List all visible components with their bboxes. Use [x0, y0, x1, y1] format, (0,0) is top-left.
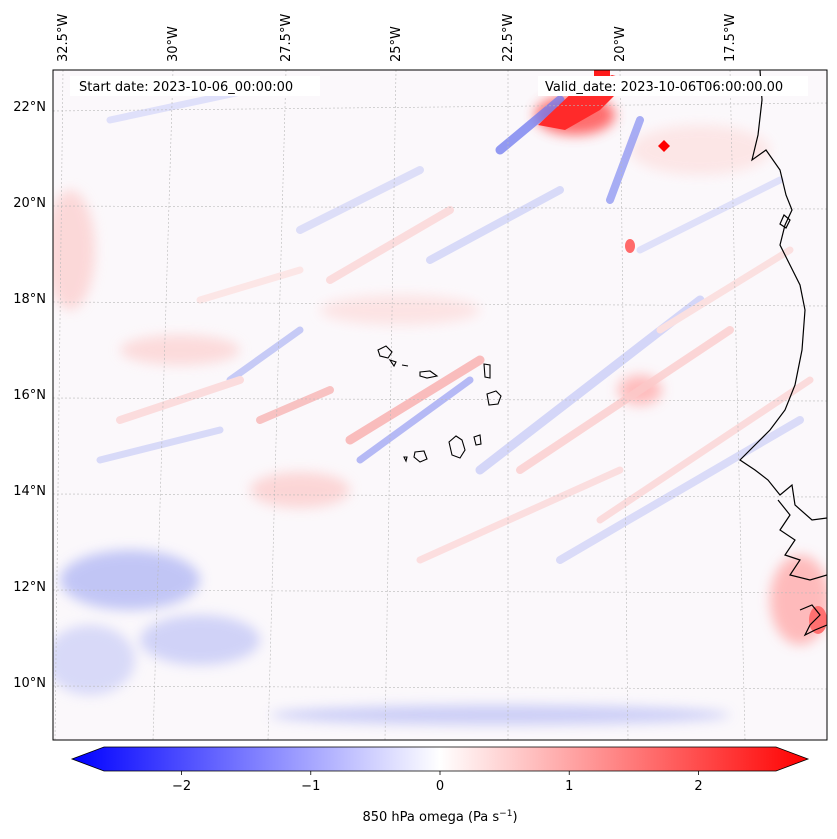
- colorbar-label: 850 hPa omega (Pa s−1): [362, 809, 517, 825]
- lon-label-17.5w: 17.5°W: [723, 14, 738, 62]
- map-frame: [52, 69, 828, 741]
- start-date-text: Start date: 2023-10-06_00:00:00: [79, 80, 293, 95]
- lon-label-32.5w: 32.5°W: [56, 14, 71, 62]
- valid-date-box: [538, 76, 808, 96]
- colorbar-tick-label: 2: [694, 779, 702, 794]
- lat-label-14n: 14°N: [13, 484, 46, 499]
- lat-label-20n: 20°N: [13, 196, 46, 211]
- lon-label-30w: 30°W: [166, 26, 181, 62]
- map-panel: Start date: 2023-10-06_00:00:00 Valid_da…: [52, 69, 828, 741]
- gridlines: [53, 70, 827, 740]
- colorbar-tick-label: −1: [301, 779, 320, 794]
- lon-label-22.5w: 22.5°W: [501, 14, 516, 62]
- lat-label-22n: 22°N: [13, 100, 46, 115]
- lat-label-18n: 18°N: [13, 292, 46, 307]
- colorbar-tick-label: 0: [436, 779, 444, 794]
- lat-label-10n: 10°N: [13, 676, 46, 691]
- colorbar-tick-label: 1: [565, 779, 573, 794]
- longitude-labels: 32.5°W 30°W 27.5°W 25°W 22.5°W 20°W 17.5…: [56, 14, 738, 62]
- cape-verde-islands: [377, 345, 502, 463]
- lat-label-12n: 12°N: [13, 580, 46, 595]
- coastline: [739, 70, 827, 637]
- colorbar-tick-label: −2: [172, 779, 191, 794]
- start-date-box: [70, 76, 320, 96]
- colorbar: −2 −1 0 1 2 850 hPa omega (Pa s−1): [70, 746, 810, 825]
- lon-label-27.5w: 27.5°W: [279, 14, 294, 62]
- valid-date-text: Valid_date: 2023-10-06T06:00:00.00: [545, 80, 783, 95]
- lon-label-20w: 20°W: [613, 26, 628, 62]
- lon-label-25w: 25°W: [389, 26, 404, 62]
- colorbar-bar: [70, 746, 810, 772]
- latitude-labels: 22°N 20°N 18°N 16°N 14°N 12°N 10°N: [13, 100, 46, 691]
- colorbar-ticks: −2 −1 0 1 2: [172, 771, 703, 794]
- lat-label-16n: 16°N: [13, 388, 46, 403]
